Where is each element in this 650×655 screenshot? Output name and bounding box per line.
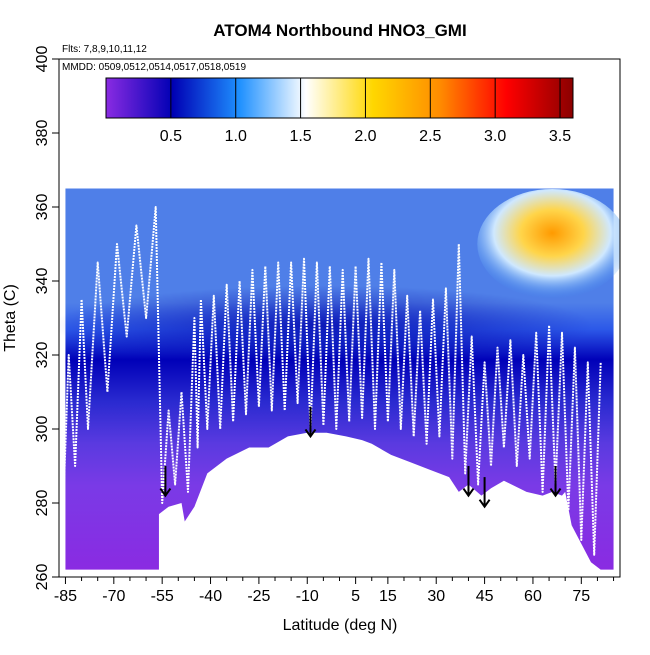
heatmap-blue-band [59,285,594,366]
arrow-marker [478,477,491,509]
x-tick-label: -10 [296,588,319,605]
flight-track [61,206,602,556]
x-tick-label: 75 [572,588,590,605]
heatmap-region [65,188,614,570]
colorbar-tick-label: 1.0 [225,128,247,145]
arrow-marker [304,406,317,439]
x-tick-label: 60 [524,588,542,605]
y-tick-label: 280 [34,490,51,517]
arrow-head [478,499,491,509]
x-axis-label: Latitude (deg N) [283,617,398,634]
y-axis: 260 280 300 320 340 360 380 400 [34,46,59,591]
x-tick-label: -25 [247,588,270,605]
x-tick-label: 5 [351,588,360,605]
colorbar-tick-label: 2.0 [354,128,376,145]
x-tick-label: -85 [54,588,77,605]
x-tick-label: -40 [199,588,222,605]
y-tick-label: 380 [34,120,51,147]
x-tick-label: 45 [476,588,494,605]
y-axis-label: Theta (C) [2,284,19,352]
surface-arrows [159,406,562,509]
arrow-marker [159,466,172,498]
heatmap-high-region [477,189,620,299]
y-tick-label: 300 [34,416,51,443]
chart-title: ATOM4 Northbound HNO3_GMI [213,21,466,40]
x-tick-label: -55 [151,588,174,605]
colorbar-bar [105,77,574,119]
colorbar-tick-label: 0.5 [160,128,182,145]
y-tick-label: 340 [34,268,51,295]
arrow-head [159,488,172,498]
x-tick-label: 15 [379,588,397,605]
colorbar-tick-label: 2.5 [419,128,441,145]
colorbar-tick-label: 3.5 [549,128,571,145]
arrow-head [304,428,317,439]
dates-annotation: MMDD: 0509,0512,0514,0517,0518,0519 [62,62,246,73]
arrow-marker [462,466,475,498]
y-tick-label: 360 [34,194,51,221]
colorbar-tick-label: 3.0 [484,128,506,145]
arrow-marker [549,466,562,498]
y-tick-label: 400 [34,46,51,73]
arrow-head [549,488,562,498]
flights-annotation: Flts: 7,8,9,10,11,12 [62,44,147,55]
y-tick-label: 320 [34,342,51,369]
colorbar: 0.5 1.0 1.5 2.0 2.5 3.0 3.5 [105,77,574,145]
arrow-head [462,488,475,498]
flight-track-line [61,206,602,556]
x-tick-label: 30 [427,588,445,605]
x-tick-label: -70 [102,588,125,605]
x-axis: -85 -70 -55 -40 -25 -10 5 15 30 45 60 75 [54,577,615,605]
y-tick-label: 260 [34,564,51,591]
colorbar-tick-label: 1.5 [289,128,311,145]
